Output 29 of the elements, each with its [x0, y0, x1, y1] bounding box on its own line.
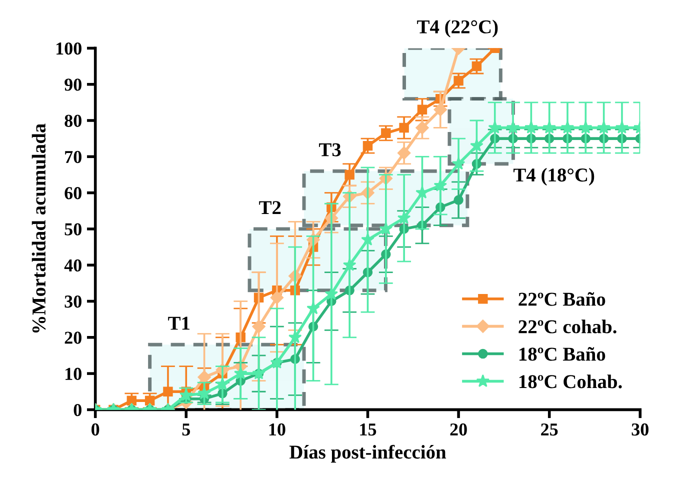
x-tick-label: 20 [450, 423, 467, 436]
y-tick-label: 50 [64, 223, 82, 236]
y-tick-label: 70 [65, 150, 82, 164]
x-tick-label: 5 [182, 424, 190, 436]
y-tick-label: 20 [64, 332, 82, 344]
x-tick-label: 15 [360, 424, 376, 436]
annotation: T1 [168, 316, 190, 330]
annotation: T3 [319, 143, 341, 156]
y-tick-label: 40 [64, 259, 82, 272]
y-tick-label: 80 [64, 114, 82, 127]
annotation: T2 [259, 201, 281, 214]
x-axis-title: Días post-infección [290, 444, 446, 463]
legend-label: 18ºC Baño [519, 347, 606, 361]
x-tick-label: 0 [92, 423, 100, 436]
legend-label: 22ºC cohab. [518, 320, 616, 334]
y-tick-label: 90 [64, 78, 82, 91]
x-tick-label: 25 [541, 423, 558, 436]
y-tick-label: 60 [64, 187, 82, 200]
y-tick-label: 10 [66, 368, 82, 380]
y-tick-label: 100 [56, 42, 82, 55]
y-tick-label: 0 [74, 404, 82, 416]
annotation: T4 (18°C) [514, 168, 594, 186]
text: T4 (22°C) [417, 20, 498, 38]
y-tick-label: 30 [64, 296, 82, 308]
x-tick-label: 10 [269, 423, 286, 436]
legend-label: 18ºC Cohab. [519, 374, 622, 388]
y-axis-title: %Mortalidad acumulada [32, 124, 46, 333]
legend-label: 22ºC Baño [518, 292, 606, 306]
x-tick-label: 30 [632, 423, 648, 436]
